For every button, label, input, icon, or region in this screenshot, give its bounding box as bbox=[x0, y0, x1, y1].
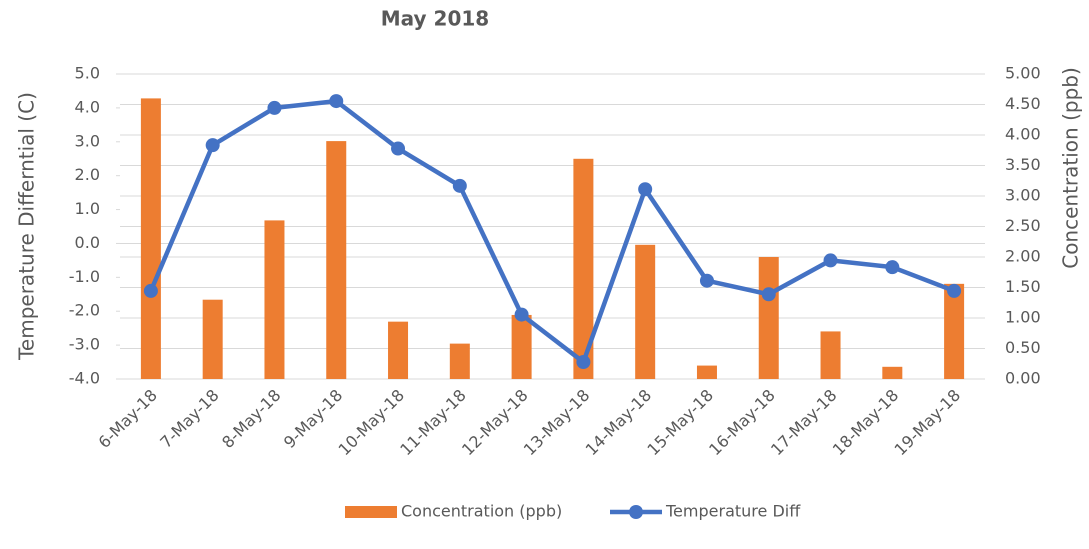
legend-label: Concentration (ppb) bbox=[401, 502, 562, 521]
y-tick-label: -3.0 bbox=[69, 335, 100, 354]
bar bbox=[511, 314, 532, 379]
y2-tick-label: 3.00 bbox=[1005, 186, 1041, 205]
y-tick-label: 5.0 bbox=[75, 64, 100, 83]
y-tick-label: 4.0 bbox=[75, 97, 100, 116]
x-tick-label: 14-May-18 bbox=[582, 386, 656, 460]
bar bbox=[264, 220, 285, 379]
line bbox=[148, 98, 955, 365]
line-marker bbox=[823, 253, 838, 268]
bar bbox=[758, 257, 779, 379]
y2-axis-title: Concentration (ppb) bbox=[1059, 67, 1083, 269]
line-marker bbox=[576, 355, 591, 370]
bar bbox=[140, 98, 161, 380]
x-tick-label: 15-May-18 bbox=[643, 386, 717, 460]
bar bbox=[696, 365, 717, 379]
y-tick-label: 3.0 bbox=[75, 131, 100, 150]
bar bbox=[882, 366, 903, 379]
x-tick-label: 7-May-18 bbox=[156, 386, 222, 452]
bar bbox=[944, 283, 965, 379]
x-tick-label: 9-May-18 bbox=[280, 386, 346, 452]
line-marker bbox=[143, 283, 158, 298]
y-tick-label: -1.0 bbox=[69, 267, 100, 286]
x-tick-label: 16-May-18 bbox=[705, 386, 779, 460]
y-tick-label: 1.0 bbox=[75, 199, 100, 218]
line-marker bbox=[514, 307, 529, 322]
chart-title: May 2018 bbox=[381, 7, 489, 31]
bar bbox=[449, 343, 470, 379]
y2-tick-label: 0.50 bbox=[1005, 338, 1041, 357]
line-marker bbox=[452, 178, 467, 193]
line-marker bbox=[205, 138, 220, 153]
y-tick-label: 2.0 bbox=[75, 165, 100, 184]
line-marker bbox=[699, 273, 714, 288]
bar bbox=[635, 244, 656, 379]
legend-swatch bbox=[629, 505, 643, 519]
line-marker bbox=[267, 100, 282, 115]
y-tick-label: -2.0 bbox=[69, 301, 100, 320]
y2-tick-label: 2.00 bbox=[1005, 247, 1041, 266]
line-marker bbox=[947, 283, 962, 298]
y2-tick-label: 1.00 bbox=[1005, 308, 1041, 327]
y2-tick-label: 0.00 bbox=[1005, 369, 1041, 388]
bar bbox=[388, 321, 409, 379]
y-tick-label: 0.0 bbox=[75, 233, 100, 252]
bar bbox=[326, 141, 347, 379]
x-tick-label: 10-May-18 bbox=[334, 386, 408, 460]
y2-tick-label: 5.00 bbox=[1005, 64, 1041, 83]
x-tick-label: 6-May-18 bbox=[95, 386, 161, 452]
x-tick-label: 18-May-18 bbox=[829, 386, 903, 460]
x-tick-label: 11-May-18 bbox=[396, 386, 470, 460]
bar bbox=[202, 299, 223, 379]
y2-tick-label: 3.50 bbox=[1005, 155, 1041, 174]
line-marker bbox=[885, 260, 900, 275]
line-marker bbox=[329, 94, 344, 109]
y2-tick-label: 1.50 bbox=[1005, 277, 1041, 296]
bar bbox=[820, 331, 841, 379]
x-tick-label: 12-May-18 bbox=[458, 386, 532, 460]
y-tick-label: -4.0 bbox=[69, 369, 100, 388]
line-marker bbox=[638, 182, 653, 197]
line-marker bbox=[761, 287, 776, 302]
y-axis-title: Temperature Differntial (C) bbox=[15, 92, 39, 361]
legend-label: Temperature Diff bbox=[665, 502, 801, 521]
bar bbox=[573, 158, 594, 379]
x-tick-label: 8-May-18 bbox=[218, 386, 284, 452]
y2-tick-label: 4.50 bbox=[1005, 94, 1041, 113]
x-tick-label: 17-May-18 bbox=[767, 386, 841, 460]
x-tick-label: 13-May-18 bbox=[520, 386, 594, 460]
y2-tick-label: 2.50 bbox=[1005, 216, 1041, 235]
line-marker bbox=[391, 141, 406, 156]
y2-tick-label: 4.00 bbox=[1005, 125, 1041, 144]
x-tick-label: 19-May-18 bbox=[891, 386, 965, 460]
legend-swatch bbox=[345, 506, 397, 518]
